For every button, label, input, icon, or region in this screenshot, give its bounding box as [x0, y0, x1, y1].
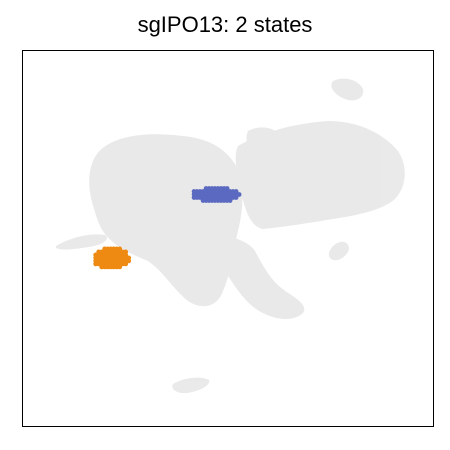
- background-cell-cluster: [274, 286, 295, 316]
- background-cell-cluster: [56, 234, 108, 250]
- background-cell-cluster: [331, 78, 364, 101]
- state-1-cluster: [191, 186, 242, 203]
- state-1-cell-point: [227, 198, 233, 203]
- background-cells: [56, 78, 405, 394]
- state-2-cell-point: [123, 261, 129, 267]
- state-2-cell-point: [126, 258, 132, 264]
- background-cell-cluster: [172, 377, 210, 394]
- state-clusters: [93, 186, 242, 270]
- background-cell-cluster: [246, 127, 286, 161]
- state-2-cell-point: [117, 264, 123, 270]
- plot-area: [22, 50, 434, 427]
- state-1-cell-point: [236, 192, 242, 197]
- scatter-plot: [56, 78, 405, 394]
- state-1-cell-point: [233, 195, 239, 200]
- state-2-cluster: [93, 246, 132, 270]
- background-cell-cluster: [89, 134, 243, 307]
- background-cell-cluster: [328, 241, 349, 261]
- chart-title: sgIPO13: 2 states: [137, 12, 313, 37]
